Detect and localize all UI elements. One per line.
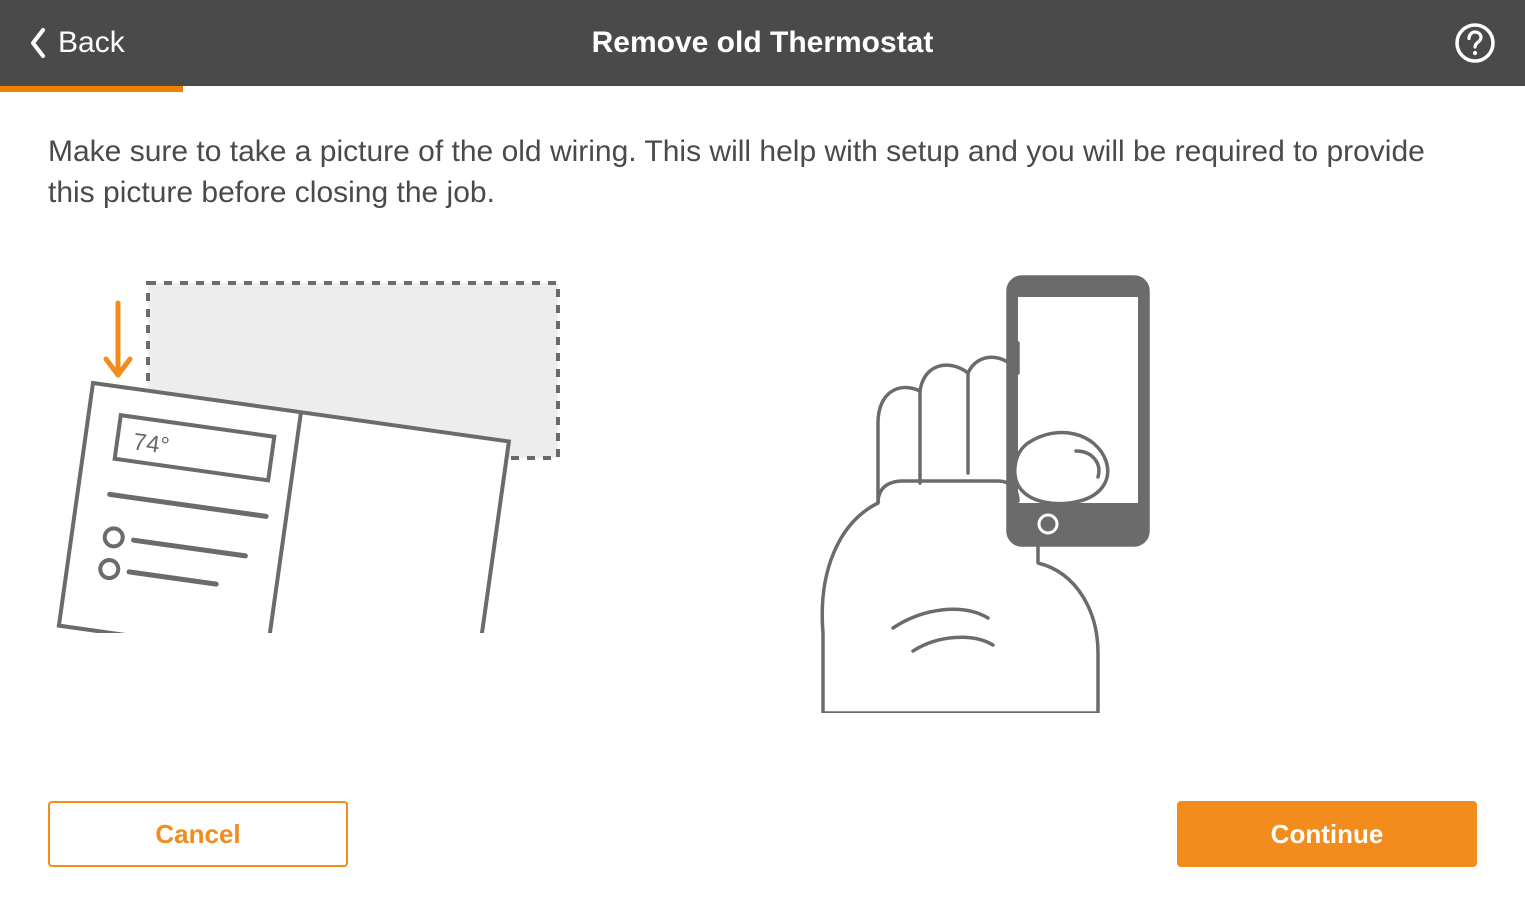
back-button[interactable]: Back — [28, 0, 125, 86]
hand-phone-icon — [728, 273, 1228, 713]
help-icon — [1453, 21, 1497, 65]
cancel-label: Cancel — [155, 819, 240, 850]
help-button[interactable] — [1453, 0, 1497, 86]
back-label: Back — [58, 26, 125, 60]
cancel-button[interactable]: Cancel — [48, 801, 348, 867]
header-bar: Back Remove old Thermostat — [0, 0, 1525, 86]
thermostat-diagram-icon: 74° — [48, 273, 608, 633]
continue-label: Continue — [1271, 819, 1384, 850]
footer-bar: Cancel Continue — [0, 801, 1525, 867]
page-title: Remove old Thermostat — [592, 26, 934, 60]
chevron-left-icon — [28, 27, 48, 59]
illustration-thermostat: 74° — [48, 273, 608, 638]
instruction-text: Make sure to take a picture of the old w… — [48, 132, 1477, 213]
illustration-row: 74° — [48, 273, 1477, 718]
continue-button[interactable]: Continue — [1177, 801, 1477, 867]
thermostat-temp-label: 74° — [131, 428, 171, 460]
illustration-phone — [728, 273, 1228, 718]
